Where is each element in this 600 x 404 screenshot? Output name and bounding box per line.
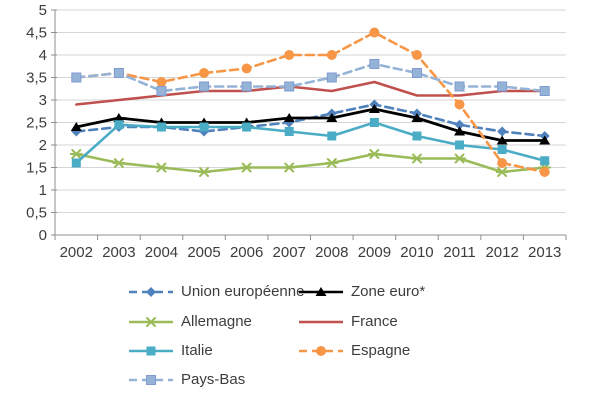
x-tick-label: 2005 (187, 244, 220, 261)
y-axis-labels: 0 0,5 1 1,5 2 2,5 3 3,5 4 4,5 5 (26, 2, 47, 244)
series-espagne (71, 27, 550, 177)
series-markers-espagne (71, 27, 550, 177)
series-pays-bas (71, 59, 550, 96)
series-line-pays-bas (74, 62, 547, 93)
y-tick-label: 1,5 (26, 160, 47, 177)
x-tick-label: 2011 (443, 244, 475, 261)
series-italie (71, 118, 550, 168)
gridlines (55, 9, 566, 213)
y-tick-label: 1 (39, 182, 47, 199)
x-tick-label: 2009 (358, 244, 391, 261)
x-tick-label: 2010 (400, 244, 433, 261)
series-line-france (74, 80, 547, 106)
x-tick-label: 2003 (102, 244, 135, 261)
y-tick-label: 4 (39, 47, 47, 64)
y-tick-label: 5 (39, 2, 47, 19)
x-tick-label: 2004 (145, 244, 178, 261)
y-tick-label: 3,5 (26, 70, 47, 87)
x-tick-label: 2002 (60, 244, 93, 261)
x-tick-label: 2006 (230, 244, 263, 261)
series-allemagne (69, 149, 552, 177)
y-tick-label: 0,5 (26, 205, 47, 222)
series-france (74, 80, 547, 106)
y-tick-label: 4,5 (26, 25, 47, 42)
x-tick-label: 2007 (273, 244, 306, 261)
x-tick-label: 2008 (315, 244, 348, 261)
series-zone-euro (70, 104, 551, 145)
y-tick-label: 2 (39, 137, 47, 154)
y-tick-label: 0 (39, 227, 47, 244)
y-tick-label: 2,5 (26, 115, 47, 132)
series-line-zone-euro (74, 107, 547, 142)
series-markers-italie (71, 118, 550, 168)
axes (51, 9, 567, 240)
series-markers-allemagne (69, 149, 552, 177)
series-markers-zone-euro (70, 104, 551, 145)
series-line-allemagne (74, 152, 547, 174)
series-line-italie (74, 121, 547, 165)
x-tick-label: 2012 (485, 244, 518, 261)
y-tick-label: 3 (39, 92, 47, 109)
x-tick-label: 2013 (528, 244, 561, 261)
x-axis-labels: 2002 2003 2004 2005 2006 2007 2008 2009 2010 2011… (60, 244, 562, 261)
series-markers-pays-bas (71, 59, 550, 96)
series-line-espagne (74, 31, 547, 174)
